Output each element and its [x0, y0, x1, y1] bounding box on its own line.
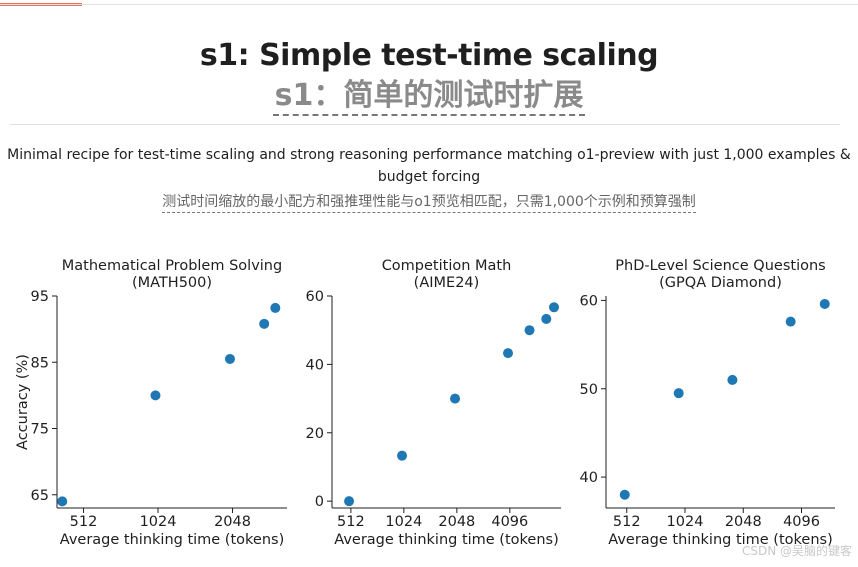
data-point: [785, 316, 796, 327]
chart-title-line: Competition Math: [382, 258, 512, 274]
page-title: s1: Simple test-time scaling: [199, 38, 659, 73]
data-point: [344, 496, 355, 507]
data-point: [524, 325, 535, 336]
chart-title-line: (GPQA Diamond): [659, 275, 782, 291]
data-point: [549, 302, 560, 313]
y-tick-label: 75: [31, 422, 49, 438]
data-point: [57, 496, 68, 507]
x-tick-label: 1024: [140, 514, 177, 530]
y-axis-label: Accuracy (%): [15, 354, 31, 450]
section-divider: [10, 124, 840, 125]
y-tick-label: 40: [580, 470, 598, 486]
chart-2: Competition Math(AIME24) 0 20 40 60 512 1024 20…: [306, 258, 561, 548]
chart-title-line: (MATH500): [132, 275, 212, 291]
chart-3: PhD-Level Science Questions(GPQA Diamond…: [580, 258, 835, 548]
y-tick-label: 85: [31, 355, 49, 371]
y-tick-label: 0: [315, 494, 324, 510]
data-point: [224, 353, 235, 364]
watermark: CSDN @吴脑的键客: [741, 544, 852, 558]
data-point: [727, 374, 738, 385]
data-point: [150, 390, 161, 401]
chart-title-line: PhD-Level Science Questions: [615, 258, 825, 274]
x-tick-label: 2048: [214, 514, 251, 530]
x-tick-label: 512: [613, 514, 641, 530]
y-tick-label: 50: [580, 382, 598, 398]
x-tick-label: 2048: [725, 514, 762, 530]
page-title-translation-wrap: s1：简单的测试时扩展: [0, 78, 858, 116]
top-divider: [0, 4, 858, 5]
x-tick-label: 4096: [783, 514, 820, 530]
data-point: [673, 388, 684, 399]
x-tick-label: 1024: [667, 514, 704, 530]
chart-1: Mathematical Problem Solving(MATH500) 65 7…: [15, 258, 287, 548]
data-point: [819, 298, 830, 309]
x-axis-label: Average thinking time (tokens): [334, 532, 558, 548]
data-point: [503, 348, 514, 359]
y-tick-label: 60: [306, 289, 324, 305]
x-tick-label: 512: [70, 514, 98, 530]
x-axis-label: Average thinking time (tokens): [60, 532, 284, 548]
subtitle: Minimal recipe for test-time scaling and…: [7, 147, 851, 185]
data-point: [619, 489, 630, 500]
page-title-translation: s1：简单的测试时扩展: [272, 78, 586, 116]
data-point: [259, 318, 270, 329]
y-tick-label: 60: [580, 293, 598, 309]
x-tick-label: 512: [337, 514, 365, 530]
y-tick-label: 20: [306, 426, 324, 442]
data-point: [270, 302, 281, 313]
x-tick-label: 4096: [491, 514, 528, 530]
x-axis-label: Average thinking time (tokens): [608, 532, 832, 548]
y-tick-label: 65: [31, 488, 49, 504]
chart-title-line: (AIME24): [414, 275, 480, 291]
x-tick-label: 1024: [385, 514, 422, 530]
data-point: [450, 393, 461, 404]
chart-title-line: Mathematical Problem Solving: [62, 258, 282, 274]
subtitle-translation: 测试时间缩放的最小配方和强推理性能与o1预览相匹配，只需1,000个示例和预算强…: [162, 193, 696, 213]
x-tick-label: 2048: [438, 514, 475, 530]
data-point: [397, 450, 408, 461]
y-tick-label: 95: [31, 289, 49, 305]
subtitle-translation-wrap: 测试时间缩放的最小配方和强推理性能与o1预览相匹配，只需1,000个示例和预算强…: [0, 191, 858, 213]
y-tick-label: 40: [306, 357, 324, 373]
data-point: [541, 313, 552, 324]
